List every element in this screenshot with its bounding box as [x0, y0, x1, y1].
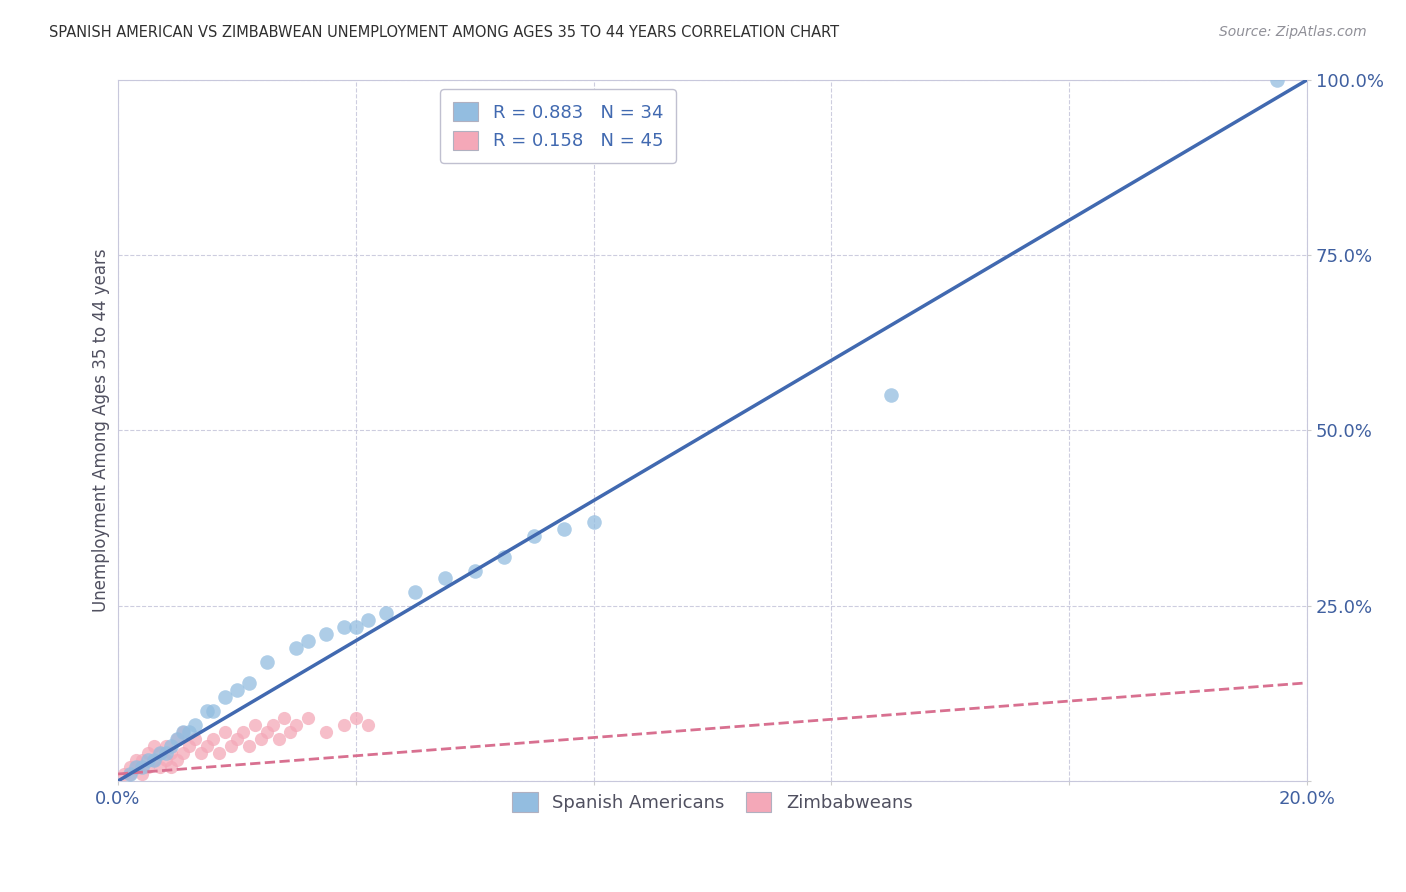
Point	[262, 718, 284, 732]
Point	[357, 718, 380, 732]
Point	[285, 640, 308, 655]
Point	[142, 753, 165, 767]
Point	[136, 760, 159, 774]
Point	[232, 725, 254, 739]
Point	[160, 746, 183, 760]
Point	[149, 746, 172, 760]
Point	[214, 725, 236, 739]
Point	[297, 711, 319, 725]
Point	[195, 704, 218, 718]
Text: SPANISH AMERICAN VS ZIMBABWEAN UNEMPLOYMENT AMONG AGES 35 TO 44 YEARS CORRELATIO: SPANISH AMERICAN VS ZIMBABWEAN UNEMPLOYM…	[49, 25, 839, 40]
Point	[523, 528, 546, 542]
Point	[256, 725, 278, 739]
Point	[333, 718, 356, 732]
Point	[136, 753, 159, 767]
Point	[166, 753, 188, 767]
Point	[494, 549, 516, 564]
Point	[118, 767, 141, 781]
Point	[344, 711, 367, 725]
Point	[344, 620, 367, 634]
Point	[166, 731, 188, 746]
Point	[202, 704, 225, 718]
Point	[433, 571, 456, 585]
Point	[125, 760, 148, 774]
Point	[1265, 73, 1288, 87]
Point	[131, 767, 153, 781]
Point	[172, 725, 194, 739]
Point	[243, 718, 266, 732]
Point	[249, 731, 271, 746]
Point	[357, 613, 380, 627]
Point	[118, 767, 141, 781]
Point	[155, 746, 177, 760]
Point	[285, 718, 308, 732]
Y-axis label: Unemployment Among Ages 35 to 44 years: Unemployment Among Ages 35 to 44 years	[93, 249, 110, 612]
Legend: Spanish Americans, Zimbabweans: Spanish Americans, Zimbabweans	[499, 780, 925, 824]
Point	[172, 746, 194, 760]
Point	[374, 606, 396, 620]
Point	[155, 753, 177, 767]
Point	[880, 388, 903, 402]
Point	[112, 767, 135, 781]
Point	[179, 739, 201, 753]
Point	[166, 731, 188, 746]
Point	[118, 760, 141, 774]
Point	[142, 739, 165, 753]
Point	[214, 690, 236, 704]
Point	[195, 739, 218, 753]
Point	[267, 731, 290, 746]
Point	[202, 731, 225, 746]
Point	[131, 760, 153, 774]
Point	[219, 739, 242, 753]
Point	[190, 746, 212, 760]
Point	[155, 739, 177, 753]
Point	[142, 753, 165, 767]
Point	[184, 731, 207, 746]
Point	[315, 627, 337, 641]
Point	[125, 753, 148, 767]
Point	[225, 682, 247, 697]
Point	[256, 655, 278, 669]
Point	[125, 760, 148, 774]
Point	[238, 739, 260, 753]
Point	[149, 746, 172, 760]
Point	[136, 746, 159, 760]
Point	[315, 725, 337, 739]
Text: Source: ZipAtlas.com: Source: ZipAtlas.com	[1219, 25, 1367, 39]
Point	[208, 746, 231, 760]
Point	[404, 584, 426, 599]
Point	[553, 522, 575, 536]
Point	[582, 515, 605, 529]
Point	[297, 633, 319, 648]
Point	[160, 760, 183, 774]
Point	[333, 620, 356, 634]
Point	[160, 739, 183, 753]
Point	[131, 753, 153, 767]
Point	[225, 731, 247, 746]
Point	[464, 564, 486, 578]
Point	[280, 725, 302, 739]
Point	[149, 760, 172, 774]
Point	[273, 711, 295, 725]
Point	[238, 676, 260, 690]
Point	[184, 718, 207, 732]
Point	[172, 725, 194, 739]
Point	[179, 725, 201, 739]
